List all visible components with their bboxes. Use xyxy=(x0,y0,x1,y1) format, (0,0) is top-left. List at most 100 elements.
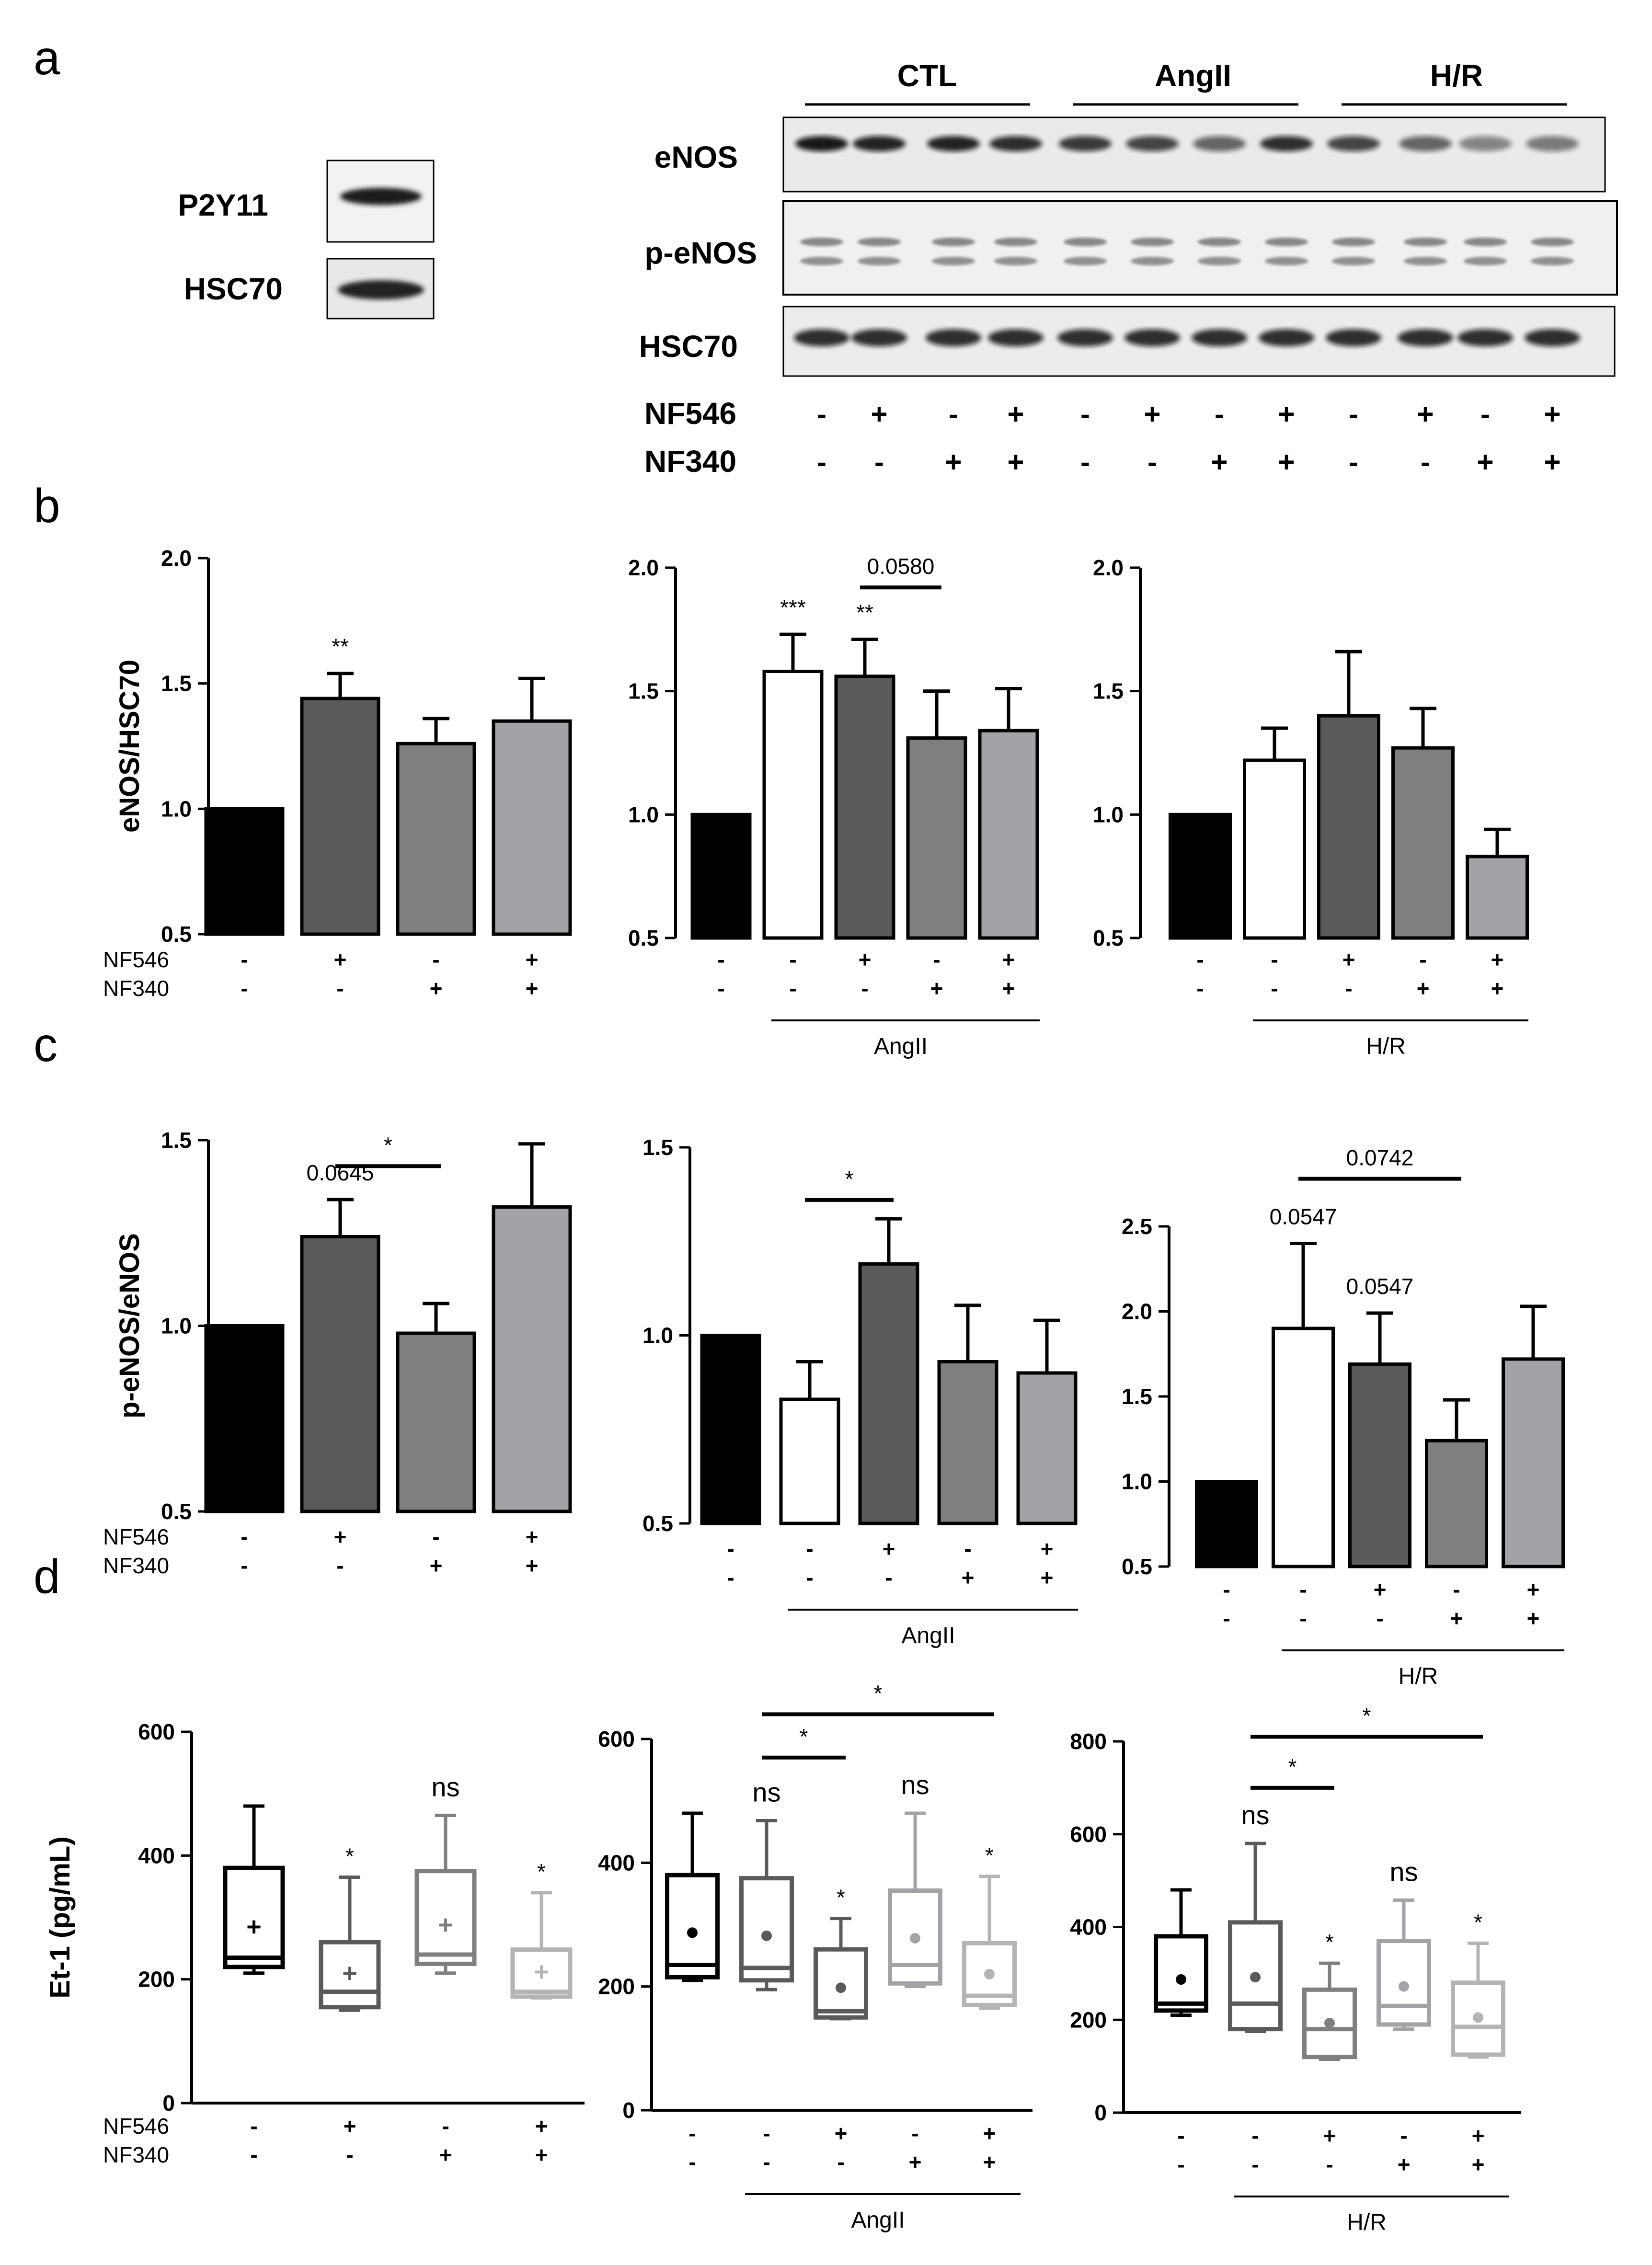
group-header-angii: AngII xyxy=(1155,58,1231,93)
treatment-sign: + xyxy=(1144,398,1160,430)
treatment-sign: - xyxy=(1080,446,1090,478)
treatment-sign: + xyxy=(1007,446,1024,478)
significance-label: ns xyxy=(431,1772,459,1802)
treatment-sign: + xyxy=(871,398,887,430)
blot-band xyxy=(1131,257,1174,265)
treatment-sign: - xyxy=(688,2150,696,2174)
mean-marker xyxy=(761,1930,772,1941)
blot-band xyxy=(1404,238,1447,246)
blot-band xyxy=(1531,238,1574,246)
treatment-sign: - xyxy=(763,2121,770,2146)
box xyxy=(1228,1920,1283,2032)
treatment-sign: + xyxy=(1278,446,1295,478)
significance-label: *** xyxy=(780,595,806,620)
blot-band xyxy=(1265,238,1308,246)
treatment-sign: - xyxy=(964,1536,971,1561)
treatment-sign: + xyxy=(1544,398,1560,430)
y-tick-label: 1.5 xyxy=(1122,1384,1152,1409)
treatment-sign: - xyxy=(1299,1577,1307,1602)
mean-marker xyxy=(1250,1972,1261,1983)
blot-band xyxy=(1057,329,1113,346)
chart-b-3: 0.5 1.0 1.5 2.0 - - + - + - - - + + H/R xyxy=(1093,555,1529,1059)
treatment-sign: - xyxy=(789,976,796,1001)
y-tick-label: 400 xyxy=(138,1843,175,1868)
treatment-sign: + xyxy=(344,2114,356,2139)
treatment-sign: + xyxy=(334,947,347,972)
y-tick-label: 0.5 xyxy=(1093,926,1124,950)
blot-band xyxy=(1464,257,1507,265)
blot-row-label-hsc70: HSC70 xyxy=(639,329,738,364)
treatment-sign: + xyxy=(1278,398,1295,430)
treatment-sign: + xyxy=(535,2114,548,2139)
y-tick-label: 1.0 xyxy=(642,1323,673,1348)
treatment-sign: + xyxy=(1417,976,1430,1001)
y-tick-label: 1.5 xyxy=(161,671,192,696)
treatment-sign: - xyxy=(806,1565,813,1590)
treatment-sign: - xyxy=(336,976,344,1001)
y-tick-label: 0 xyxy=(162,2091,175,2116)
y-tick-label: 600 xyxy=(138,1719,175,1744)
treatment-sign: - xyxy=(763,2150,770,2174)
significance-label: ns xyxy=(901,1770,929,1800)
significance-label: ns xyxy=(1241,1800,1269,1830)
comparison-label: * xyxy=(384,1132,392,1157)
blot-band xyxy=(800,257,843,265)
group-label: H/R xyxy=(1399,1664,1438,1689)
chart-c-2: 0.5 1.0 1.5 * - - + - + - - - + + AngII xyxy=(642,1135,1078,1648)
comparison-label: * xyxy=(1288,1754,1297,1779)
box xyxy=(739,1876,794,1983)
blot-band xyxy=(927,136,980,151)
treatment-sign: - xyxy=(1349,446,1358,478)
chart-d-1: 0 200 400 600 Et-1 (pg/mL) + + * + ns + * NF546 - + - + N… xyxy=(45,1719,585,2167)
treatment-sign: - xyxy=(1480,398,1490,430)
box xyxy=(510,1947,573,1999)
treatment-sign: - xyxy=(949,398,958,430)
y-axis-label: Et-1 (pg/mL) xyxy=(45,1836,76,1998)
treatment-sign: - xyxy=(1326,2152,1333,2177)
treatment-sign: + xyxy=(1007,398,1024,430)
blot-band xyxy=(1398,329,1453,346)
treatment-sign: - xyxy=(727,1565,734,1590)
significance-label: * xyxy=(345,1844,354,1869)
blot-band xyxy=(795,136,848,151)
blot-band xyxy=(1459,136,1512,151)
bar xyxy=(762,669,824,940)
blot-band xyxy=(1192,329,1247,346)
treatment-sign: - xyxy=(1196,947,1204,972)
treatment-sign: + xyxy=(439,2142,452,2167)
treatment-sign: - xyxy=(717,947,724,972)
y-tick-label: 0.5 xyxy=(161,1499,192,1524)
y-tick-label: 1.5 xyxy=(642,1135,673,1160)
treatment-sign: + xyxy=(962,1565,975,1590)
bar xyxy=(1466,855,1529,940)
treatment-sign: - xyxy=(1271,976,1278,1001)
significance-label: ** xyxy=(856,600,873,625)
treatment-sign: - xyxy=(241,947,248,972)
mean-marker xyxy=(1473,2012,1483,2023)
y-tick-label: 2.5 xyxy=(1122,1214,1152,1239)
treatment-sign: + xyxy=(334,1524,347,1549)
treatment-sign: + xyxy=(1472,2152,1485,2177)
blot-band xyxy=(851,329,907,346)
treatment-sign: - xyxy=(241,1553,248,1578)
bar xyxy=(396,742,476,936)
y-tick-label: 400 xyxy=(598,1850,635,1875)
mean-marker: + xyxy=(534,1957,549,1986)
blot-band xyxy=(1193,136,1246,151)
treatment-row-label: NF546 xyxy=(103,947,169,972)
treatment-sign: - xyxy=(885,1565,892,1590)
bar xyxy=(1243,758,1306,940)
box xyxy=(1154,1934,1208,2013)
treatment-sign: - xyxy=(432,1524,439,1549)
box xyxy=(223,1865,285,1969)
treatment-sign: - xyxy=(933,947,940,972)
comparison-label: 0.0742 xyxy=(1346,1145,1414,1170)
blot-band xyxy=(988,329,1044,346)
significance-label: * xyxy=(1325,1930,1334,1955)
blot-right: CTL AngII H/R eNOS p-eNOS HSC70 NF546 NF… xyxy=(639,58,1618,479)
y-tick-label: 1.5 xyxy=(161,1128,192,1153)
blot-band xyxy=(1326,329,1381,346)
mean-marker: + xyxy=(438,1910,453,1939)
